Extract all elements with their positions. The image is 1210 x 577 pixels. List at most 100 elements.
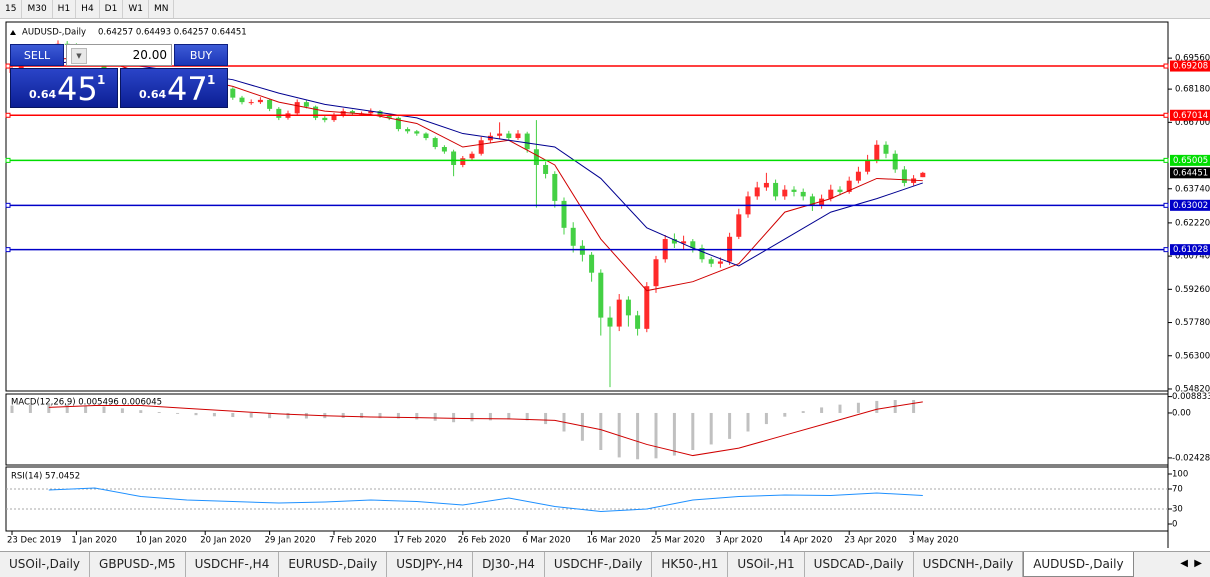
candle-body xyxy=(469,153,475,159)
pane-frame xyxy=(5,393,1169,466)
indicator-title: RSI(14) 57.0452 xyxy=(11,472,80,482)
chart-tab[interactable]: USDCHF-,Daily xyxy=(545,552,653,577)
macd-bar xyxy=(249,412,253,418)
candle-body xyxy=(386,115,392,118)
candle-body xyxy=(451,151,457,165)
macd-bar xyxy=(783,412,787,417)
y-tick-label: 0.60740 xyxy=(1175,252,1210,262)
level-label-box xyxy=(1170,60,1210,72)
chart-tab[interactable]: HK50-,H1 xyxy=(652,552,729,577)
sell-price-box[interactable]: 0.64 45 1 xyxy=(10,68,118,108)
spin-arrow[interactable]: ▼ xyxy=(71,48,87,64)
x-tick-label: 23 Apr 2020 xyxy=(844,536,897,546)
macd-bar xyxy=(488,412,492,421)
macd-bar xyxy=(396,412,400,419)
y-tick-label: 0.008833 xyxy=(1172,392,1210,402)
chart-tab[interactable]: USDJPY-,H4 xyxy=(387,552,474,577)
macd-bar xyxy=(654,412,658,459)
x-tick-label: 14 Apr 2020 xyxy=(780,536,833,546)
level-label-box xyxy=(1170,199,1210,211)
x-tick-label: 6 Mar 2020 xyxy=(522,536,570,546)
candle-body xyxy=(349,111,355,114)
candle-body xyxy=(515,133,521,139)
candle-body xyxy=(773,182,779,197)
macd-bar xyxy=(268,412,272,419)
candle-body xyxy=(865,160,871,172)
candle-body xyxy=(920,172,926,178)
chart-tab[interactable]: EURUSD-,Daily xyxy=(279,552,388,577)
candle-body xyxy=(616,299,622,327)
candle-body xyxy=(405,129,411,132)
candle-body xyxy=(497,133,503,136)
candle-body xyxy=(340,111,346,116)
candle-body xyxy=(267,99,273,109)
timeframe-button[interactable]: W1 xyxy=(123,0,149,18)
chart-tab[interactable]: USOil-,H1 xyxy=(728,552,805,577)
y-tick-label: 100 xyxy=(1172,470,1188,480)
candle-body xyxy=(533,149,539,165)
candle-body xyxy=(414,131,420,134)
tab-scroll[interactable]: ◀ ▶ xyxy=(1172,552,1210,577)
chart-tab[interactable]: USOil-,Daily xyxy=(0,552,91,577)
chart-tab[interactable]: USDCAD-,Daily xyxy=(805,552,914,577)
macd-bar xyxy=(10,405,14,413)
sell-button[interactable]: SELL xyxy=(10,44,64,66)
timeframe-button[interactable]: M30 xyxy=(22,0,53,18)
timeframe-button[interactable]: 15 xyxy=(0,0,23,18)
y-tick-label: 0.63740 xyxy=(1175,184,1210,194)
y-tick-label: 0 xyxy=(1172,520,1177,530)
candle-body xyxy=(625,299,631,316)
x-tick-label: 23 Dec 2019 xyxy=(7,536,61,546)
timeframe-button[interactable]: D1 xyxy=(100,0,124,18)
buy-price-box[interactable]: 0.64 47 1 xyxy=(120,68,228,108)
chart-tabs: USOil-,Daily GBPUSD-,M5 USDCHF-,H4 EURUSD-,… xyxy=(0,551,1210,577)
macd-bar xyxy=(304,412,308,419)
chart-tab[interactable]: DJ30-,H4 xyxy=(473,552,545,577)
level-handle xyxy=(1163,112,1169,118)
macd-bar xyxy=(231,412,235,418)
candle-body xyxy=(368,111,374,114)
candle-body xyxy=(782,189,788,197)
candle-body xyxy=(589,254,595,273)
level-handle xyxy=(5,247,11,253)
bid-label: 0.64451 xyxy=(1173,168,1208,178)
rsi-line xyxy=(48,487,923,513)
candle-body xyxy=(754,187,760,197)
timeframe-button[interactable]: MN xyxy=(149,0,175,18)
chart-tab[interactable]: AUDUSD-,Daily xyxy=(1023,552,1134,577)
candle-body xyxy=(671,239,677,244)
macd-bar xyxy=(28,404,32,413)
macd-signal xyxy=(48,401,923,457)
lot-size-input[interactable]: ▼ 20.00 xyxy=(66,44,172,66)
candle-body xyxy=(699,248,705,260)
level-label: 0.69208 xyxy=(1173,62,1208,72)
candle-body xyxy=(800,191,806,197)
level-handle xyxy=(5,63,11,69)
candle-body xyxy=(828,189,834,199)
candle-body xyxy=(230,88,236,98)
candle-body xyxy=(717,261,723,264)
chart-tab[interactable]: GBPUSD-,M5 xyxy=(90,552,186,577)
timeframe-button[interactable]: H4 xyxy=(76,0,100,18)
lot-size: 20.00 xyxy=(132,48,167,62)
x-tick-label: 3 Apr 2020 xyxy=(715,536,762,546)
chart-tab[interactable]: USDCHF-,H4 xyxy=(186,552,280,577)
timeframe-button[interactable]: H1 xyxy=(53,0,77,18)
macd-bar xyxy=(176,412,180,414)
y-tick-label: -0.02428 xyxy=(1172,453,1210,463)
level-handle xyxy=(1163,63,1169,69)
x-tick-label: 3 May 2020 xyxy=(909,536,959,546)
ohlc-text: 0.64257 0.64493 0.64257 0.64451 xyxy=(98,28,247,38)
x-tick-label: 7 Feb 2020 xyxy=(329,536,377,546)
candle-body xyxy=(377,111,383,116)
buy-button[interactable]: BUY xyxy=(174,44,228,66)
candle-body xyxy=(708,259,714,264)
candle-body xyxy=(423,133,429,139)
macd-bar xyxy=(525,412,529,421)
chart-tab[interactable]: USDCNH-,Daily xyxy=(914,552,1024,577)
macd-bar xyxy=(912,400,916,413)
x-tick-label: 25 Mar 2020 xyxy=(651,536,705,546)
level-handle xyxy=(1163,247,1169,253)
macd-bar xyxy=(360,412,364,418)
